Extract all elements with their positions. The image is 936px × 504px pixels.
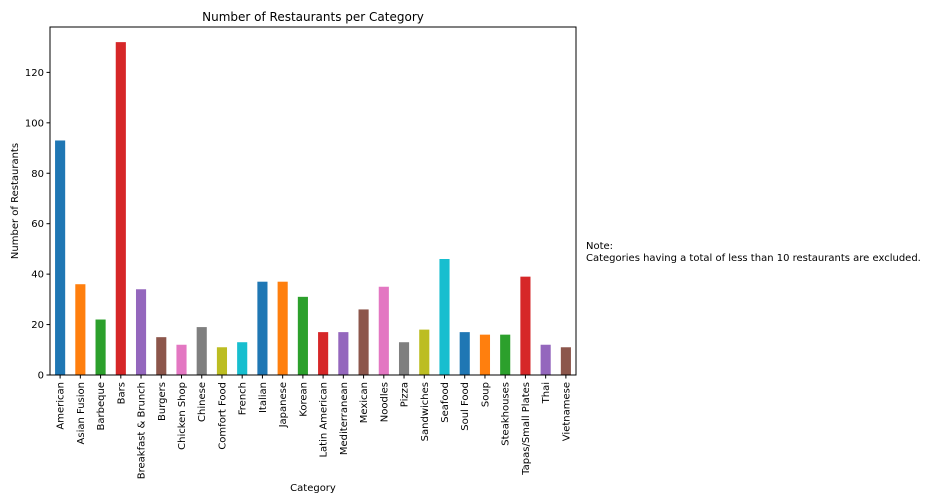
bar-pizza (398, 342, 410, 375)
bar-chinese (196, 327, 207, 375)
bar-bars (115, 42, 126, 375)
bar-comfort-food (216, 347, 228, 375)
bar-barbeque (95, 319, 106, 375)
y-tick-label: 60 (31, 219, 44, 230)
bar-soul-food (459, 332, 470, 375)
bar-french (237, 342, 248, 375)
bar-seafood (439, 259, 450, 375)
x-tick-label: Chicken Shop (177, 382, 188, 450)
bar-chicken-shop (176, 344, 187, 375)
y-tick-label: 80 (31, 169, 44, 180)
x-tick-label: Italian (258, 382, 269, 413)
bar-tapas-small-plates (520, 276, 531, 375)
bar-soup (479, 334, 491, 375)
bar-asian-fusion (75, 284, 86, 375)
bar-sandwiches (419, 329, 430, 375)
y-tick-label: 0 (38, 371, 44, 382)
x-tick-label: Breakfast & Brunch (137, 382, 148, 479)
x-tick-label: Soul Food (460, 382, 471, 431)
bars-group (55, 42, 571, 375)
plot-frame (49, 26, 577, 376)
y-axis-label: Number of Restaurants (10, 143, 21, 259)
x-tick-label: Bars (116, 382, 127, 404)
bar-burgers (156, 337, 167, 375)
x-tick-label: Steakhouses (501, 382, 512, 446)
x-tick-label: Tapas/Small Plates (521, 382, 532, 476)
bar-latin-american (318, 332, 329, 375)
x-tick-label: American (56, 382, 67, 430)
x-axis: American Asian Fusion Barbeque Bars Breakfas… (56, 375, 572, 479)
x-tick-label: Burgers (157, 382, 168, 421)
bar-noodles (378, 286, 389, 375)
x-tick-label: Korean (298, 382, 309, 417)
x-tick-label: Latin American (319, 382, 330, 458)
y-tick-label: 20 (31, 320, 44, 331)
x-tick-label: Japanese (278, 382, 289, 428)
x-tick-label: Soup (480, 382, 491, 407)
y-tick-label: 40 (31, 270, 44, 281)
x-tick-label: French (238, 382, 249, 415)
x-tick-label: Noodles (379, 382, 390, 422)
note-text: Categories having a total of less than 1… (586, 253, 921, 264)
bar-italian (257, 281, 268, 375)
y-tick-label: 100 (25, 118, 44, 129)
x-tick-label: Mediterranean (339, 382, 350, 455)
x-tick-label: Comfort Food (217, 382, 228, 450)
x-tick-label: Thai (541, 382, 552, 404)
bar-american (55, 140, 66, 375)
chart-note: Note: Categories having a total of less … (586, 241, 921, 265)
x-tick-label: Pizza (400, 382, 411, 407)
x-tick-label: Sandwiches (420, 382, 431, 441)
x-tick-label: Vietnamese (561, 382, 572, 441)
bar-mediterranean (338, 332, 349, 375)
x-tick-label: Asian Fusion (76, 382, 87, 444)
y-tick-label: 120 (25, 68, 44, 79)
y-axis: 0 20 40 60 80 100 120 (25, 68, 50, 382)
x-tick-label: Mexican (359, 382, 370, 423)
bar-breakfast-brunch (135, 289, 147, 375)
chart-title: Number of Restaurants per Category (202, 10, 424, 24)
bar-japanese (277, 281, 288, 375)
bar-vietnamese (560, 347, 571, 375)
x-axis-label: Category (290, 483, 336, 494)
bar-mexican (358, 309, 369, 375)
x-tick-label: Barbeque (96, 382, 107, 430)
x-tick-label: Chinese (197, 382, 208, 422)
bar-thai (540, 344, 551, 375)
bar-steakhouses (500, 334, 511, 375)
x-tick-label: Seafood (440, 382, 451, 423)
bar-korean (297, 296, 308, 375)
note-heading: Note: (586, 241, 614, 252)
